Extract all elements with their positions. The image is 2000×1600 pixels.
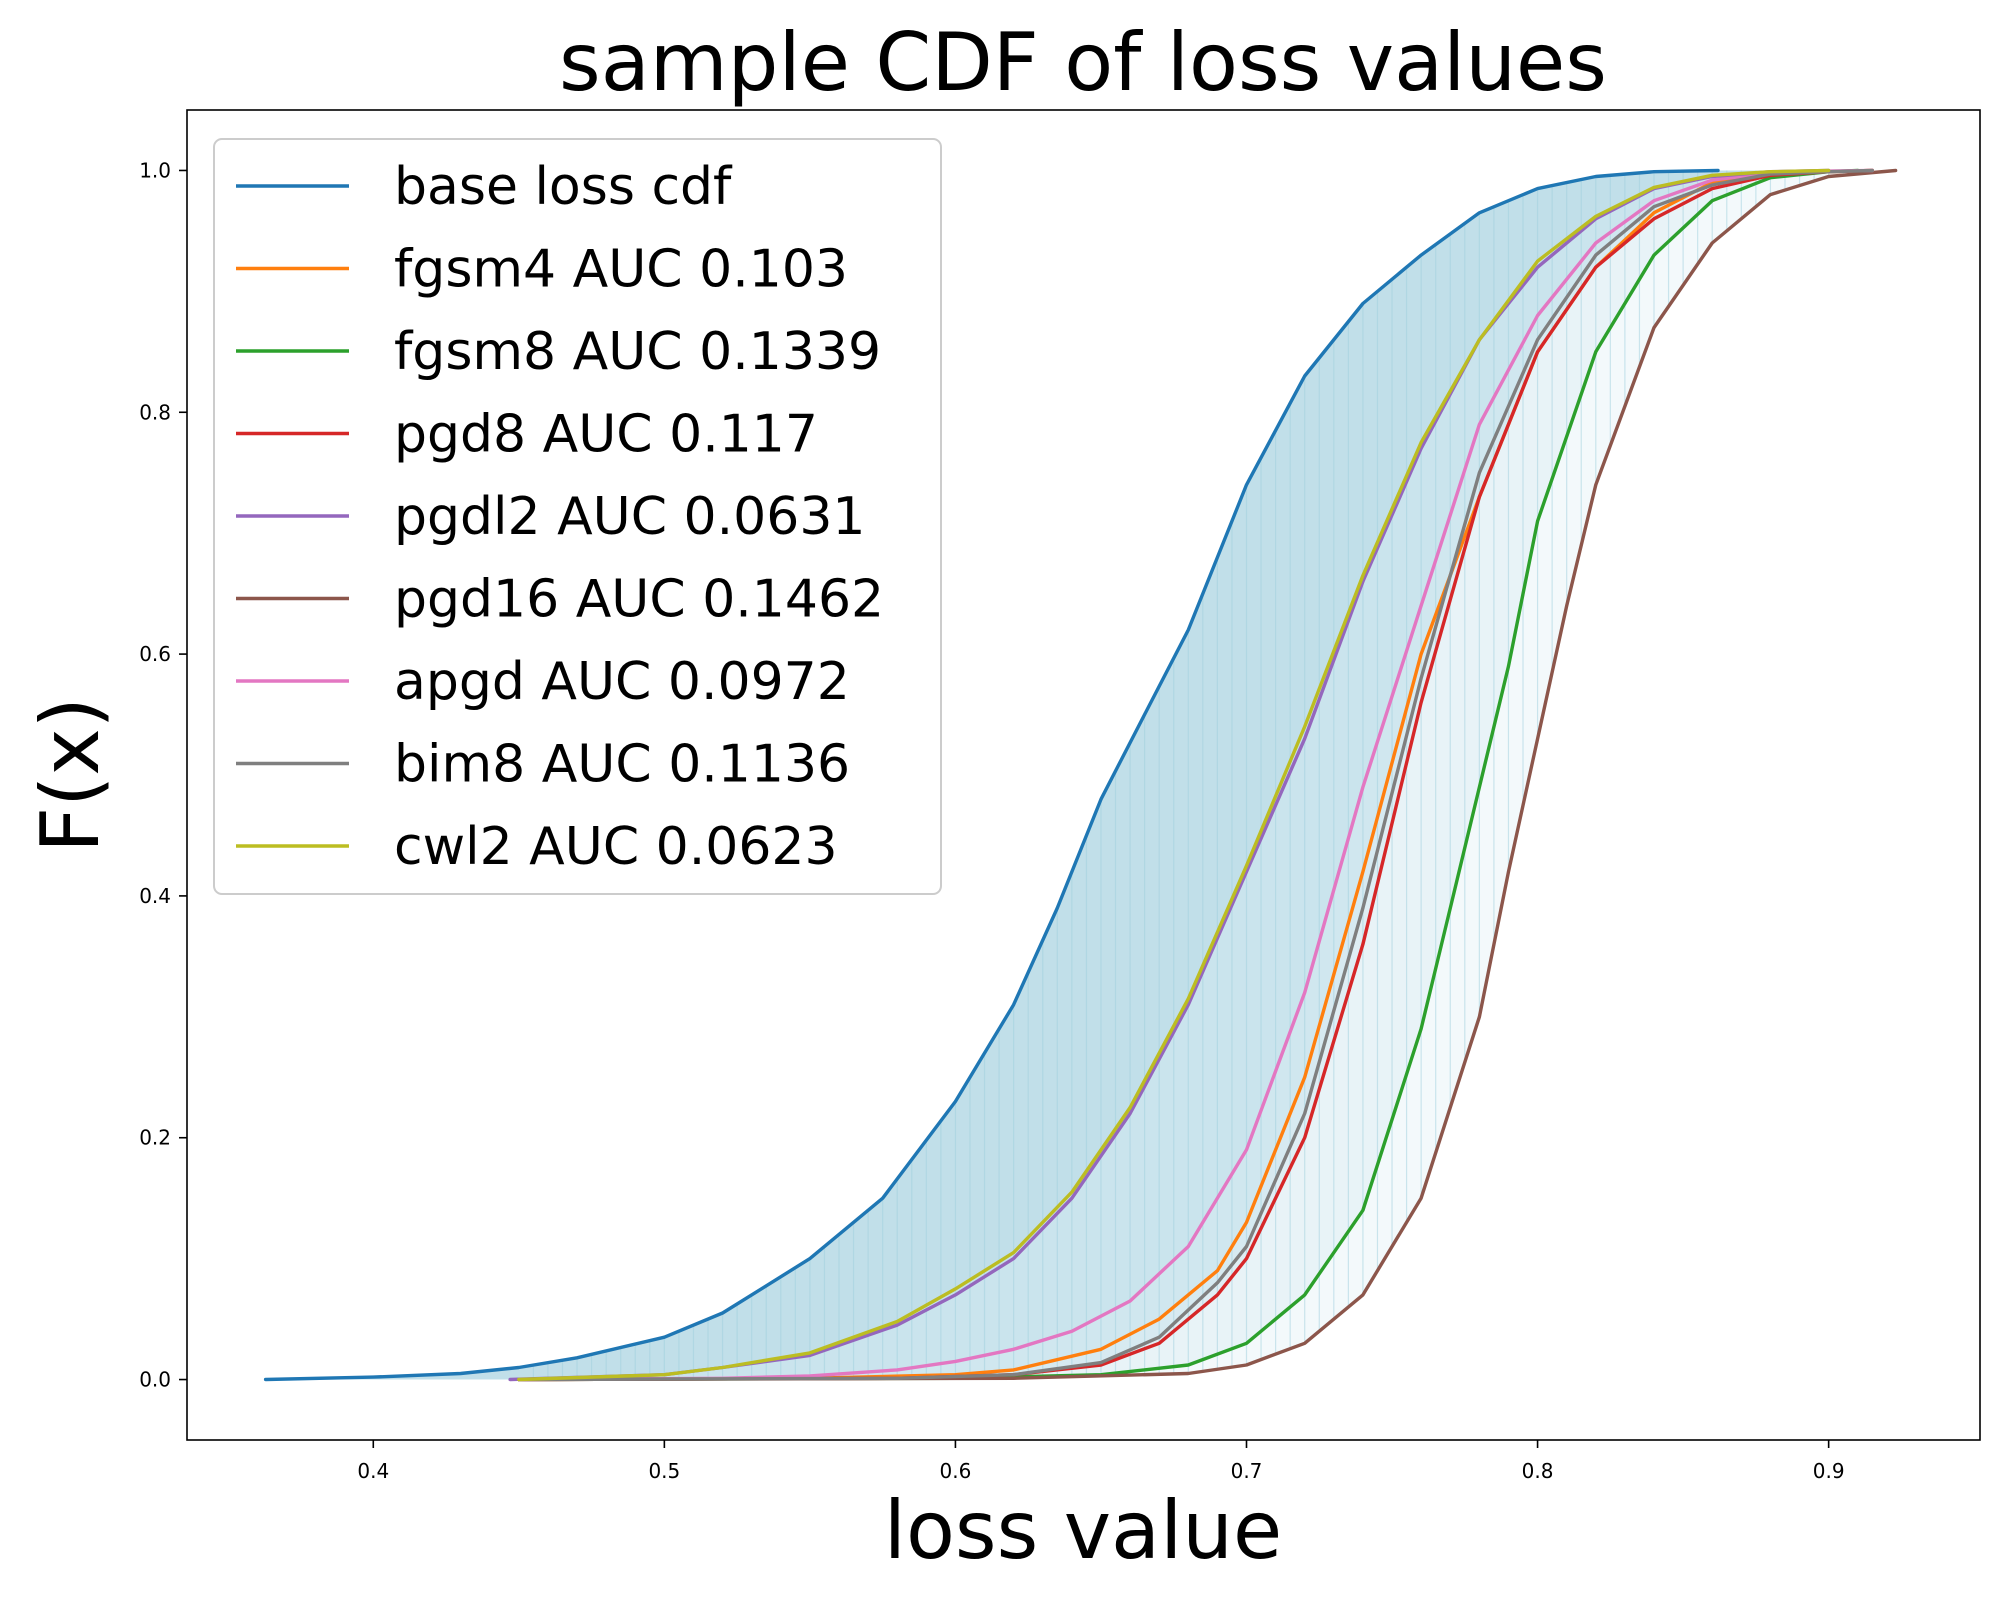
x-tick-label: 0.7 (1231, 1459, 1263, 1483)
series-line-7 (517, 168, 1874, 1382)
x-tick-label: 0.5 (648, 1459, 680, 1483)
legend-label: fgsm4 AUC 0.103 (394, 240, 848, 300)
legend-box (213, 138, 942, 895)
y-tick-label: 0.4 (139, 884, 171, 908)
x-tick-label: 0.6 (940, 1459, 972, 1483)
legend-entries: base loss cdf fgsm4 AUC 0.103 fgsm8 AUC 0.… (236, 157, 884, 877)
auc-fill-4 (265, 170, 1896, 1380)
series-line-3 (517, 168, 1874, 1382)
legend-label: fgsm8 AUC 0.1339 (394, 322, 881, 382)
legend-label: apgd AUC 0.0972 (394, 652, 850, 712)
x-tick-label: 0.4 (357, 1459, 389, 1483)
y-tick-label: 0.0 (139, 1368, 171, 1392)
legend-label: pgdl2 AUC 0.0631 (394, 487, 866, 547)
chart-title: sample CDF of loss values (559, 16, 1607, 109)
series-line-2 (517, 168, 1860, 1382)
y-axis-label: F(x) (24, 697, 117, 853)
legend-label: base loss cdf (394, 157, 733, 217)
y-tick-label: 0.6 (139, 642, 171, 666)
series-line-6 (517, 168, 1874, 1382)
series-line-8 (517, 168, 1831, 1382)
auc-fill-8 (265, 170, 1896, 1380)
y-tick-label: 0.2 (139, 1126, 171, 1150)
auc-fill-7 (265, 170, 1896, 1380)
x-tick-label: 0.9 (1813, 1459, 1845, 1483)
x-axis-label: loss value (884, 1484, 1282, 1577)
legend-label: cwl2 AUC 0.0623 (394, 817, 838, 877)
y-axis-ticks: 0.0 0.2 0.4 0.6 0.8 1.0 (139, 158, 187, 1392)
legend-label: bim8 AUC 0.1136 (394, 735, 850, 795)
series-line-0 (263, 168, 1720, 1382)
series-line-5 (517, 168, 1898, 1382)
x-axis-ticks: 0.4 0.5 0.6 0.7 0.8 0.9 (357, 1440, 1845, 1483)
auc-fill-6 (265, 170, 1896, 1380)
legend: base loss cdf fgsm4 AUC 0.103 fgsm8 AUC 0.… (213, 138, 942, 895)
y-tick-label: 1.0 (139, 158, 171, 182)
auc-shading-lines (532, 170, 1859, 1380)
legend-label: pgd8 AUC 0.117 (394, 405, 818, 465)
y-tick-label: 0.8 (139, 400, 171, 424)
series-line-1 (517, 168, 1874, 1382)
legend-label: pgd16 AUC 0.1462 (394, 570, 884, 630)
cdf-series-lines (263, 168, 1898, 1382)
plot-area-frame (186, 109, 1981, 1441)
x-tick-label: 0.8 (1522, 1459, 1554, 1483)
